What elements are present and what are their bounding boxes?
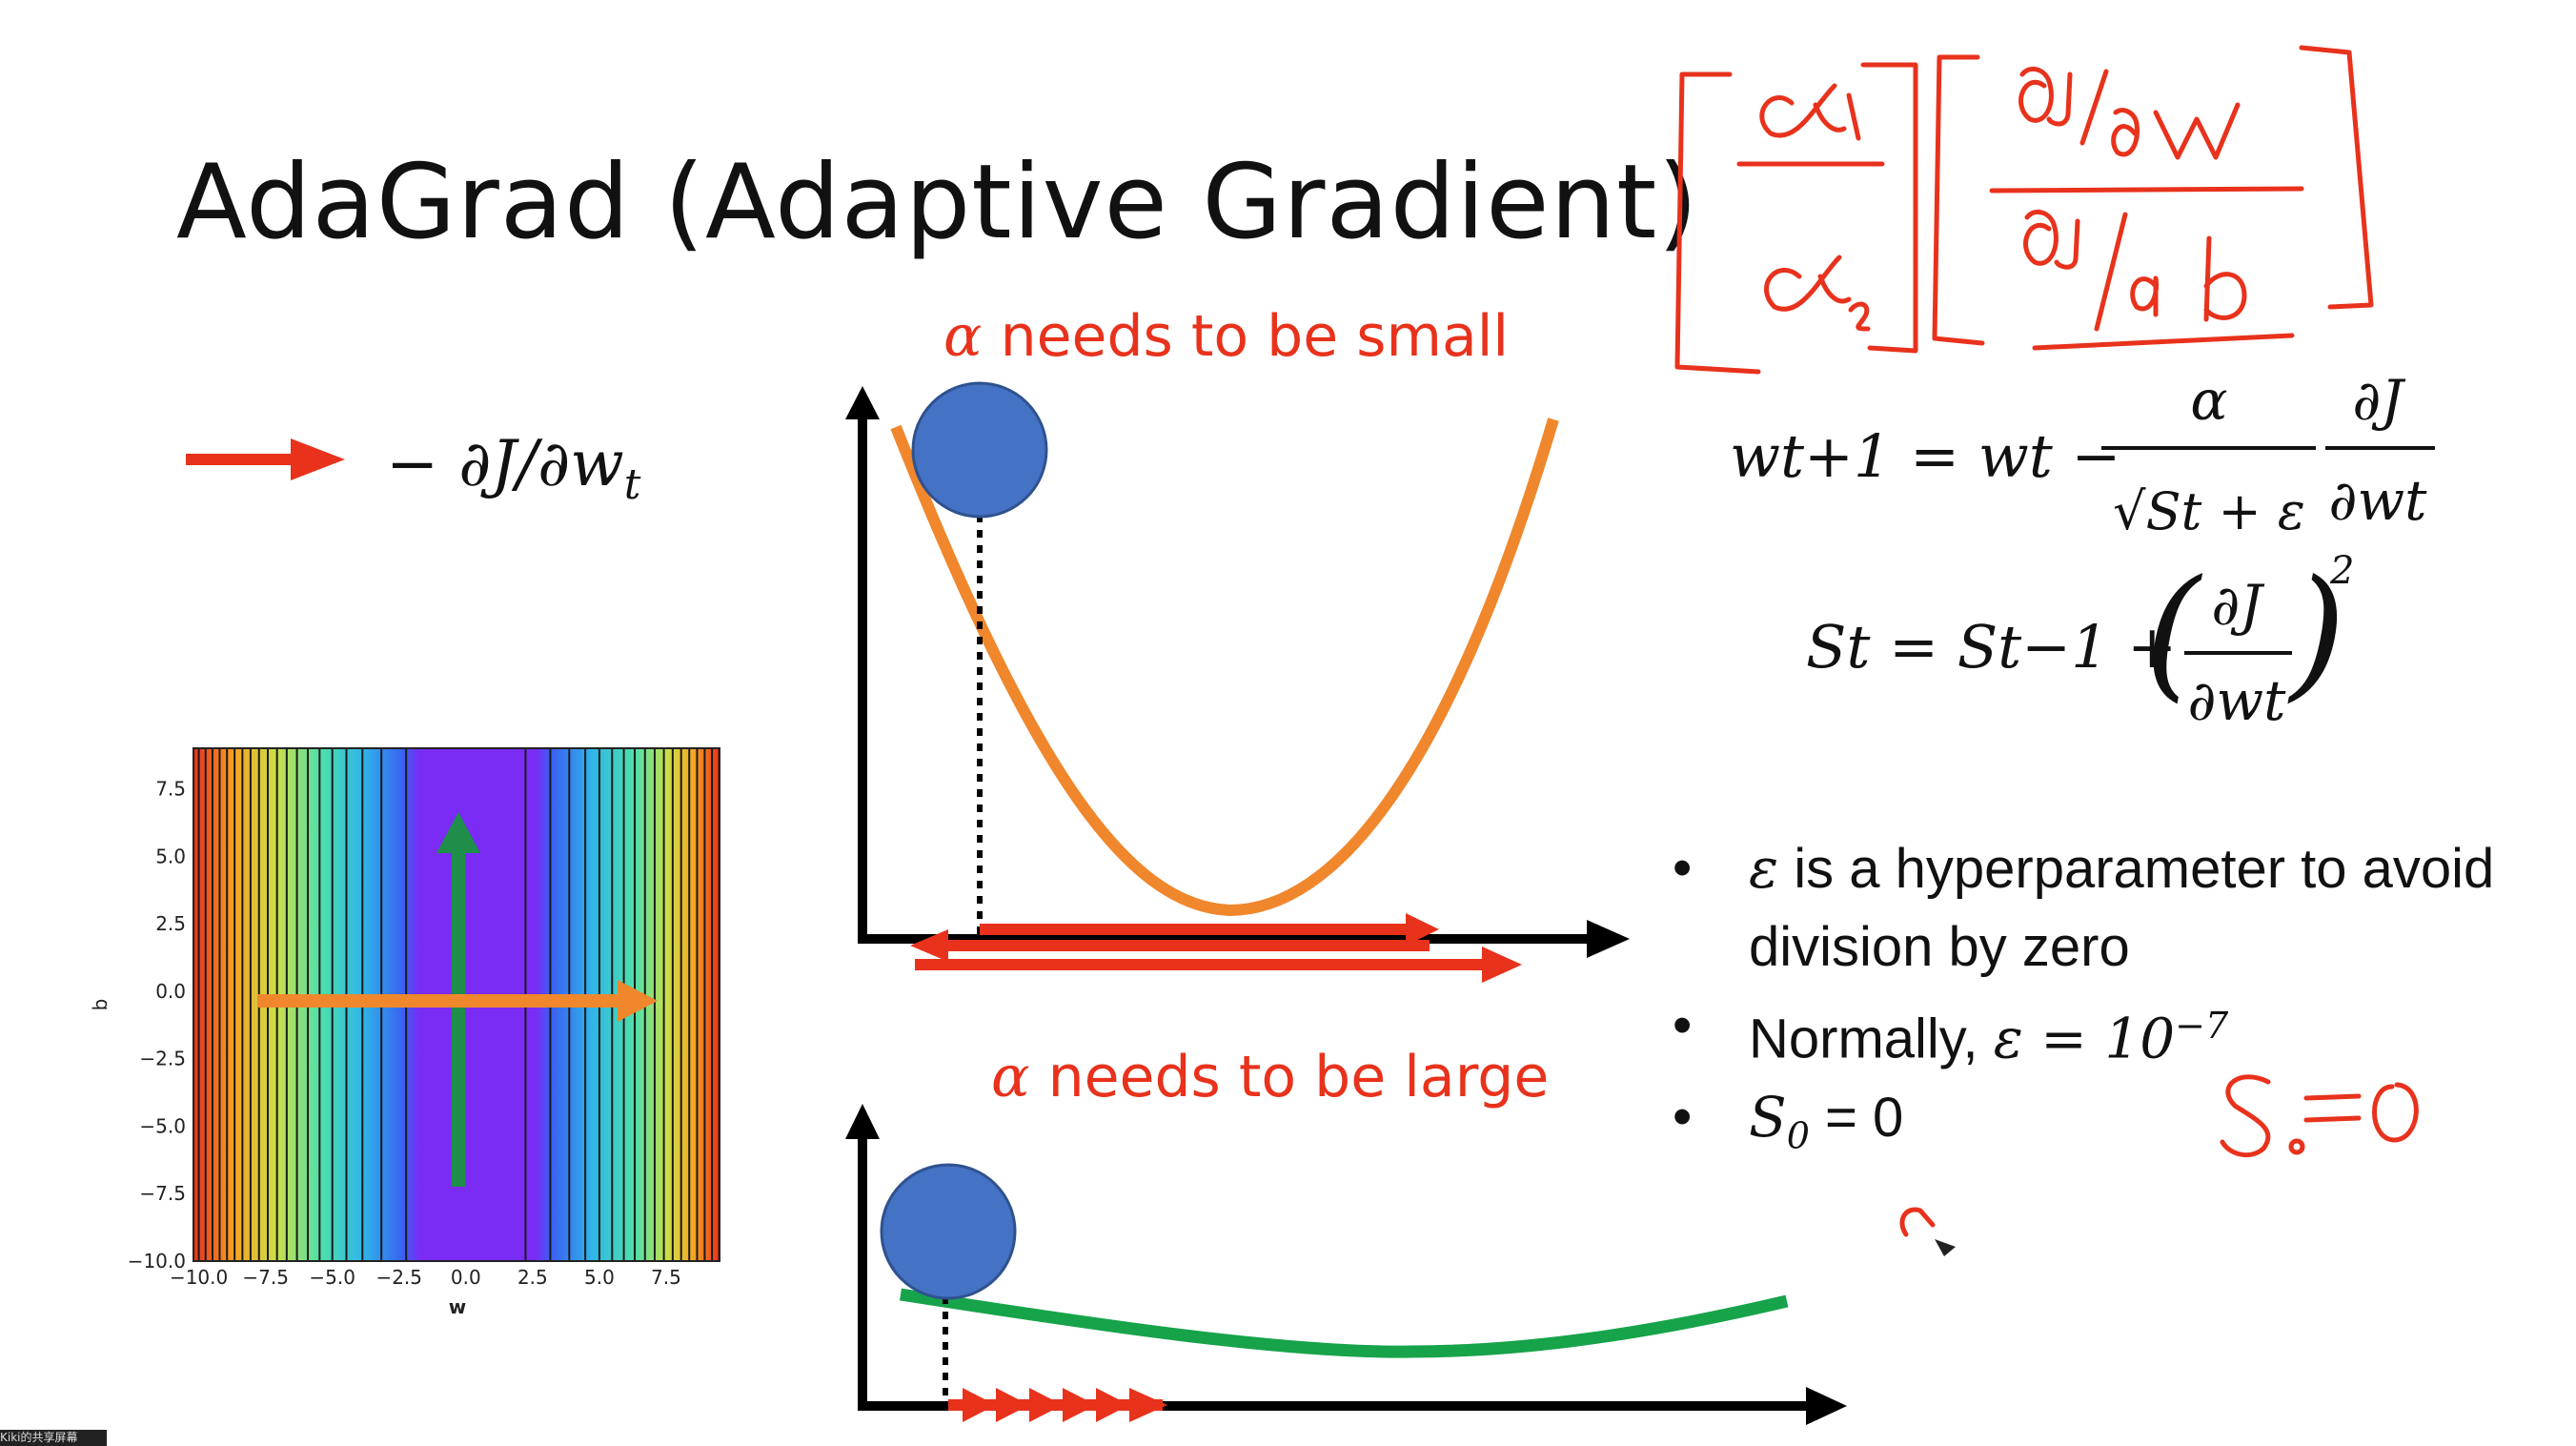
caption-alpha-small: α needs to be small [943, 303, 1509, 370]
legend-label: − ∂J/∂wt [386, 427, 640, 509]
y-tick-label: −5.0 [139, 1114, 186, 1137]
caption-alpha-large: α needs to be large [991, 1044, 1549, 1110]
x-tick-label: 0.0 [451, 1266, 481, 1289]
y-tick-label: −2.5 [139, 1048, 186, 1070]
bullet-normally: Normally, ε = 10−7 [1673, 987, 2568, 1078]
update-lhs: wt+1 = wt − [1730, 421, 2120, 491]
bullet-1-symbol: ε [1749, 836, 1779, 901]
x-tick-label: 5.0 [584, 1266, 615, 1289]
handwritten-s0-note [2220, 1074, 2419, 1158]
bullet-2-sup: −7 [2175, 1005, 2229, 1047]
handwritten-matrix-left [1674, 62, 1918, 375]
y-tick-label: −10.0 [128, 1250, 186, 1273]
bullet-3-text: = 0 [1809, 1087, 1904, 1150]
bullet-2-text: Normally, [1749, 1008, 1994, 1070]
accum-exponent: 2 [2329, 549, 2354, 593]
accum-right-paren: ) [2287, 550, 2346, 716]
bottom-green-curve [899, 1288, 1789, 1358]
x-tick-label: 2.5 [517, 1266, 548, 1289]
green-vertical-arrow [436, 812, 480, 1187]
update-equation: wt+1 = wt − α √St + ε ∂J ∂wt [1730, 368, 2435, 541]
accum-lhs: St = St−1 + [1806, 612, 2177, 682]
contour-frame [193, 747, 720, 1262]
slide-title: AdaGrad (Adaptive Gradient) [176, 143, 1699, 262]
bottom-red-small-arrows [948, 1388, 1167, 1422]
handwritten-small-mark [1899, 1207, 1936, 1237]
accum-num: ∂J [2211, 573, 2264, 638]
y-tick-labels: 7.5 5.0 2.5 0.0 −2.5 −5.0 −7.5 −10.0 [128, 777, 186, 1273]
y-tick-label: 5.0 [155, 845, 186, 867]
orange-horizontal-arrow [257, 980, 658, 1022]
top-orange-curve [890, 418, 1559, 917]
accum-den: ∂wt [2188, 668, 2287, 733]
screen-share-tag: Kiki的共享屏幕 [0, 1430, 107, 1446]
top-graph-axes [845, 386, 1630, 958]
accum-left-paren: ( [2144, 550, 2203, 716]
top-ball [911, 381, 1048, 519]
legend-label-text: − ∂J/∂w [386, 427, 624, 500]
update-grad-num: ∂J [2352, 368, 2405, 433]
y-tick-label: 2.5 [155, 912, 186, 935]
bullet-2-math: ε = 10 [1993, 1006, 2176, 1071]
y-tick-label: 7.5 [155, 777, 186, 800]
x-tick-label: −2.5 [375, 1266, 422, 1289]
handwritten-matrix-right [1932, 45, 2374, 351]
y-tick-label: 0.0 [155, 980, 186, 1003]
y-tick-label: −7.5 [139, 1182, 186, 1205]
top-red-oscillation-arrows [910, 913, 1522, 983]
legend-label-sub: t [623, 460, 641, 510]
bottom-ball [880, 1163, 1017, 1300]
mouse-pointer-icon [1935, 1239, 1956, 1256]
update-alpha: α [2190, 368, 2227, 433]
update-denominator: √St + ε [2113, 481, 2305, 541]
x-tick-labels: −10.0 −7.5 −5.0 −2.5 0.0 2.5 5.0 7.5 [170, 1266, 681, 1289]
caption-large-symbol: α [991, 1044, 1030, 1110]
legend-red-arrow [186, 438, 345, 480]
bullet-3-symbol: S [1749, 1085, 1787, 1151]
update-grad-den: ∂wt [2329, 468, 2428, 533]
contour-lines [197, 748, 720, 1261]
x-axis-label: w [449, 1295, 466, 1318]
x-tick-label: 7.5 [651, 1266, 681, 1289]
bullet-list: ε is a hyperparameter to avoid division … [1673, 829, 2568, 1175]
bullet-epsilon: ε is a hyperparameter to avoid division … [1673, 829, 2568, 987]
caption-small-symbol: α [943, 303, 983, 370]
y-axis-label: b [89, 999, 112, 1011]
caption-large-text: needs to be large [1029, 1044, 1550, 1110]
x-tick-label: −10.0 [170, 1266, 228, 1289]
bullet-s0: S0 = 0 [1673, 1078, 2568, 1175]
bullet-3-sub: 0 [1786, 1114, 1810, 1157]
x-tick-label: −7.5 [242, 1266, 289, 1289]
x-tick-label: −5.0 [309, 1266, 355, 1289]
bullet-1-text: is a hyperparameter to avoid division by… [1749, 838, 2495, 978]
caption-small-text: needs to be small [982, 303, 1510, 370]
accumulator-equation: St = St−1 + ( ∂J ∂wt ) 2 [1806, 549, 2354, 733]
